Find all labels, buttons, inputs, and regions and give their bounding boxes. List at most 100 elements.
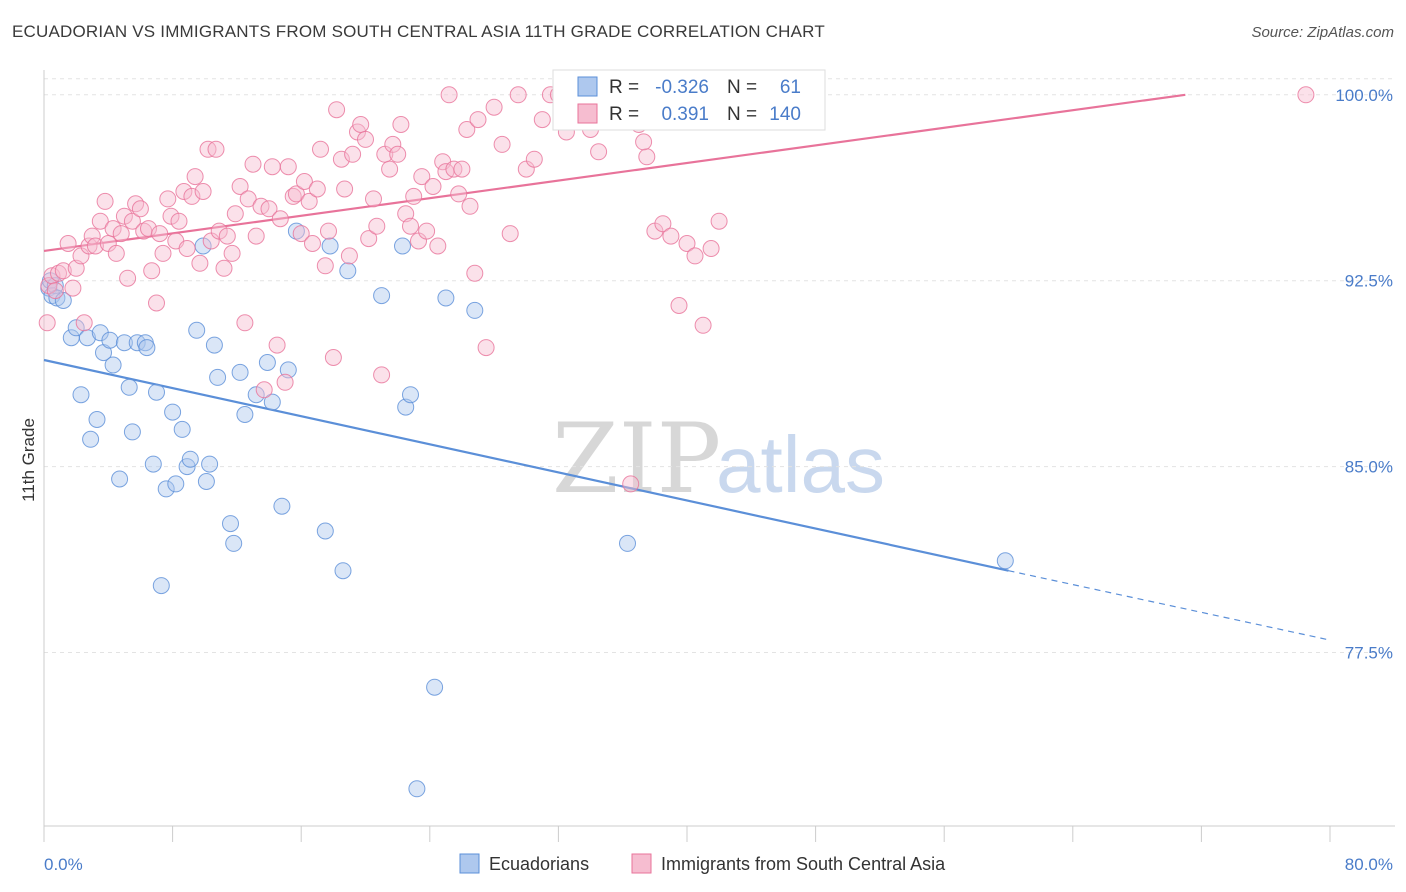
immigrant-point-136 <box>702 240 720 257</box>
immigrant-point-112 <box>509 86 527 104</box>
immigrant-point-24 <box>131 200 149 218</box>
immigrant-point-131 <box>662 227 680 245</box>
immigrant-point-110 <box>493 135 511 153</box>
x-tick-labels: 0.0% 80.0% <box>44 855 1393 874</box>
immigrant-point-81 <box>360 230 378 248</box>
ecuadorian-point-41 <box>236 406 254 423</box>
correlation-legend: R = -0.326 N = 61 R = 0.391 N = 140 <box>552 69 826 131</box>
series-legend-swatch-immigrants <box>631 853 652 874</box>
immigrant-point-22 <box>123 212 141 230</box>
immigrant-point-31 <box>159 190 177 208</box>
immigrant-point-20 <box>115 207 133 225</box>
immigrant-point-45 <box>215 259 233 277</box>
immigrant-point-89 <box>392 116 410 133</box>
immigrant-point-21 <box>119 269 137 287</box>
legend-r-label-1: R = <box>609 77 639 98</box>
immigrant-point-103 <box>453 160 471 178</box>
immigrant-point-12 <box>83 227 101 245</box>
immigrant-point-111 <box>501 225 519 243</box>
legend-r-label-2: R = <box>609 104 639 125</box>
ecuadorian-trend-line <box>43 358 1009 572</box>
immigrant-point-34 <box>170 212 188 230</box>
immigrant-point-58 <box>268 336 286 354</box>
immigrant-point-19 <box>112 225 130 243</box>
x-tick-label-0: 0.0% <box>44 855 83 874</box>
immigrant-point-0 <box>38 314 56 332</box>
immigrant-point-40 <box>194 183 212 200</box>
immigrant-point-26 <box>140 220 157 238</box>
ecuadorian-point-14 <box>101 331 119 349</box>
immigrant-point-62 <box>284 187 302 205</box>
immigrant-point-47 <box>223 244 241 262</box>
immigrant-point-44 <box>210 222 228 240</box>
y-tick-label-2: 85.0% <box>1345 458 1393 477</box>
immigrant-point-76 <box>340 247 358 265</box>
immigrant-point-14 <box>91 212 109 230</box>
ecuadorian-point-39 <box>225 534 243 552</box>
immigrant-point-132 <box>670 297 688 314</box>
immigrant-point-115 <box>533 111 551 129</box>
ecuadorian-point-59 <box>466 301 484 319</box>
ecuadorian-point-36 <box>205 336 223 354</box>
ecuadorian-point-7 <box>67 319 85 337</box>
immigrant-point-106 <box>466 264 484 282</box>
immigrant-point-56 <box>260 200 278 218</box>
ecuadorian-point-60 <box>619 534 636 552</box>
immigrant-point-10 <box>75 314 93 332</box>
immigrant-point-95 <box>418 222 436 240</box>
legend-r-value-2: 0.391 <box>661 104 709 125</box>
immigrant-point-46 <box>218 227 236 245</box>
immigrant-point-4 <box>50 264 67 282</box>
immigrant-point-128 <box>638 148 656 166</box>
immigrant-point-27 <box>143 262 161 280</box>
ecuadorian-point-53 <box>394 237 411 255</box>
immigrant-point-53 <box>247 227 265 245</box>
immigrant-point-35 <box>175 183 193 200</box>
immigrant-point-135 <box>694 316 712 334</box>
ecuadorian-point-44 <box>263 393 281 411</box>
immigrant-point-23 <box>127 195 145 213</box>
series-legend-swatch-ecuadorians <box>459 853 480 874</box>
ecuadorian-point-34 <box>197 473 215 490</box>
ecuadorian-point-40 <box>231 363 249 381</box>
immigrant-point-80 <box>357 130 374 148</box>
ecuadorian-point-58 <box>437 289 455 307</box>
immigrant-point-108 <box>477 339 495 357</box>
ecuadorian-point-27 <box>164 403 182 421</box>
immigrant-point-64 <box>292 225 310 243</box>
immigrant-point-75 <box>336 180 354 198</box>
immigrant-point-92 <box>405 187 423 205</box>
legend-n-value-1: 61 <box>780 77 801 98</box>
immigrant-point-114 <box>525 150 543 168</box>
immigrant-point-73 <box>328 101 346 119</box>
immigrant-point-70 <box>316 257 334 275</box>
ecuadorian-point-47 <box>287 222 305 240</box>
ecuadorian-point-51 <box>339 262 357 280</box>
immigrant-point-139 <box>635 133 653 151</box>
immigrant-point-66 <box>300 192 318 210</box>
immigrant-point-134 <box>686 247 704 265</box>
ecuadorian-point-43 <box>258 354 276 371</box>
immigrant-point-36 <box>178 240 196 257</box>
ecuadorian-point-31 <box>181 450 199 468</box>
immigrant-point-126 <box>622 475 640 493</box>
ecuadorian-point-57 <box>426 678 444 696</box>
immigrant-point-57 <box>263 158 281 176</box>
ecuadorian-point-32 <box>188 321 206 339</box>
immigrant-point-74 <box>332 150 350 168</box>
immigrant-point-130 <box>654 215 672 233</box>
ecuadorian-point-38 <box>222 515 239 533</box>
ecuadorian-point-10 <box>82 430 100 448</box>
immigrant-point-51 <box>239 190 257 208</box>
immigrant-trend-line <box>43 93 1186 253</box>
immigrant-point-60 <box>276 373 294 391</box>
immigrant-point-104 <box>458 121 476 138</box>
immigrant-point-37 <box>183 187 201 205</box>
ecuadorian-trend-extension <box>1008 570 1331 641</box>
ecuadorian-point-22 <box>138 339 156 357</box>
y-tick-label-3: 77.5% <box>1345 643 1393 662</box>
immigrant-point-138 <box>1297 86 1315 104</box>
immigrant-point-43 <box>207 140 225 158</box>
immigrant-point-100 <box>440 86 458 104</box>
immigrant-point-77 <box>344 145 362 163</box>
